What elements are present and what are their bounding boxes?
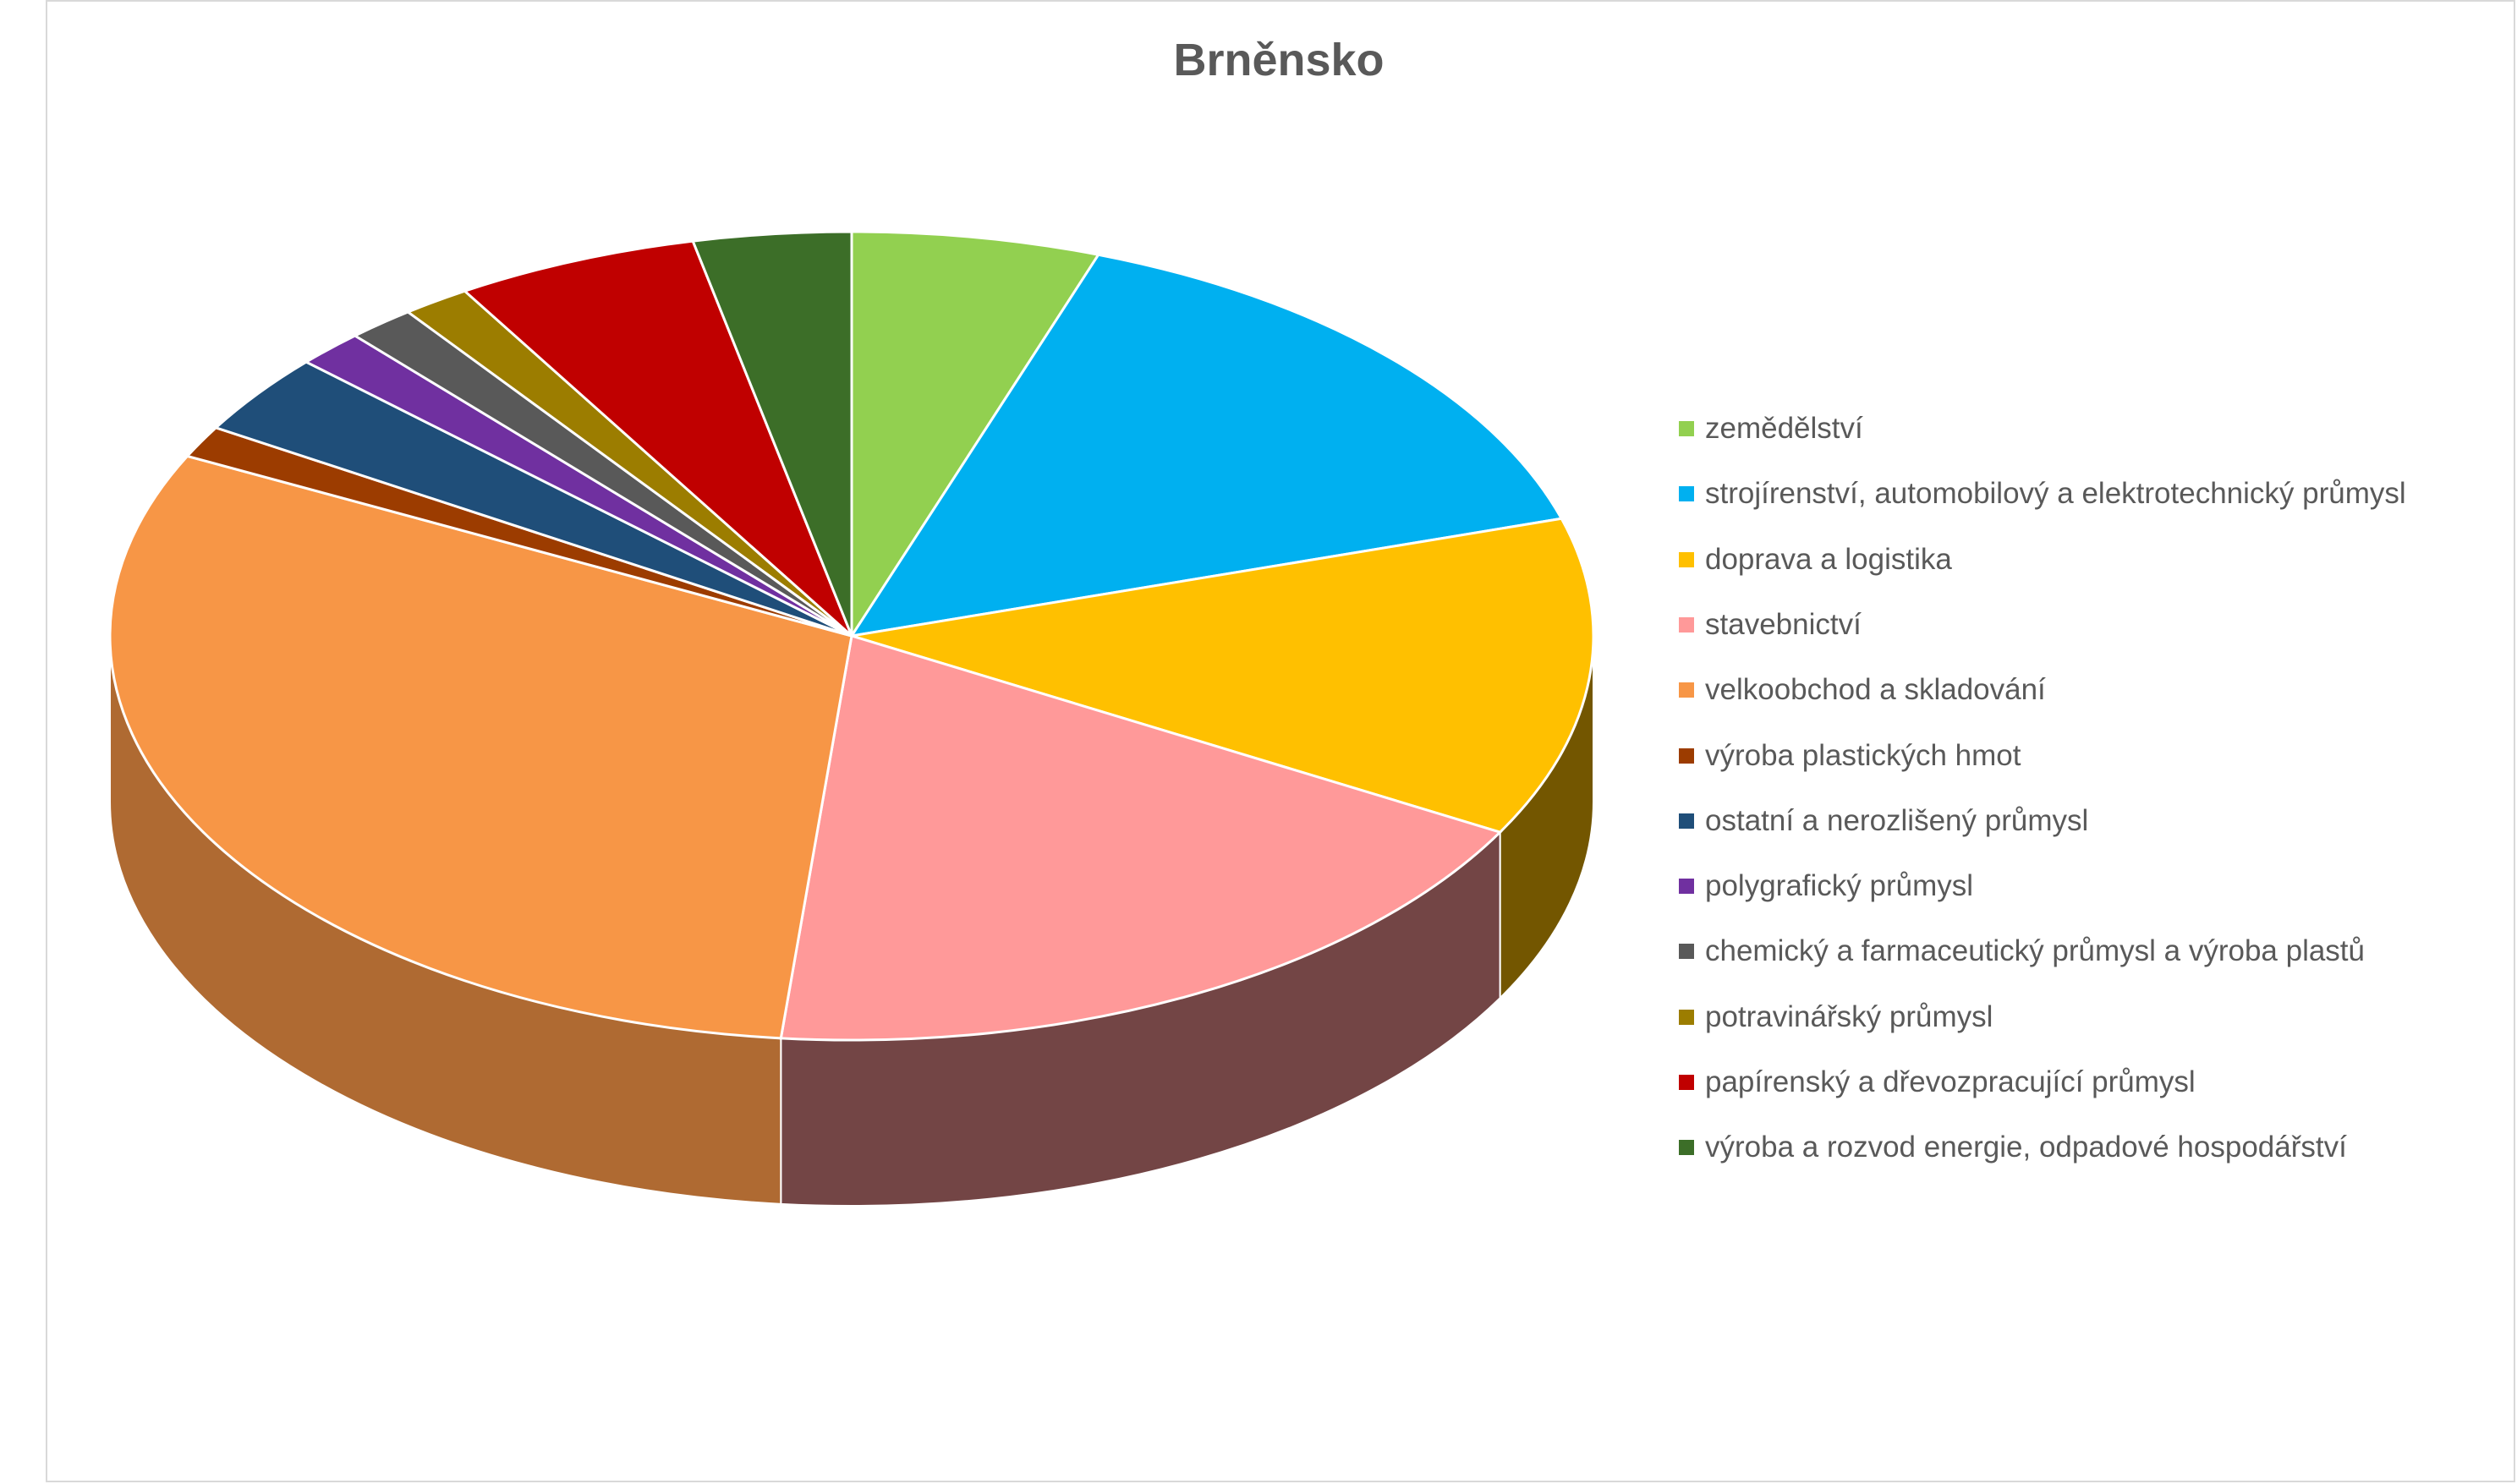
legend-swatch [1679, 1009, 1694, 1025]
legend-swatch [1679, 944, 1694, 960]
legend-label: zemědělství [1705, 412, 1863, 445]
pie-slice-12 [691, 230, 853, 637]
pie-slice-11 [462, 239, 853, 638]
legend-label: výroba plastických hmot [1705, 738, 2021, 772]
legend-swatch [1679, 551, 1694, 567]
legend-swatch [1679, 879, 1694, 895]
legend-label: polygrafický průmysl [1705, 869, 1974, 903]
legend-swatch [1679, 1075, 1694, 1090]
pie-slice-3 [851, 517, 1595, 834]
pie-slice-1 [850, 230, 1101, 641]
pie-slice-2 [848, 253, 1564, 638]
legend-swatch [1679, 616, 1694, 632]
legend-label: stavebnictví [1705, 607, 1862, 641]
legend-label: doprava a logistika [1705, 542, 1952, 576]
legend-label: potravinářský průmysl [1705, 999, 1993, 1033]
legend-label: strojírenství, automobilový a elektrotec… [1705, 477, 2406, 511]
legend-label: chemický a farmaceutický průmysl a výrob… [1705, 934, 2365, 968]
legend-label: výroba a rozvod energie, odpadové hospod… [1705, 1131, 2347, 1164]
legend-swatch [1679, 747, 1694, 764]
chart-title: Brněnsko [1173, 35, 1385, 85]
legend-swatch [1679, 682, 1694, 698]
legend-label: papírenský a dřevozpracující průmysl [1705, 1065, 2196, 1098]
legend-label: velkoobchod a skladování [1705, 673, 2046, 707]
legend-swatch [1679, 421, 1694, 436]
pie-top-faces [108, 230, 1595, 1042]
legend-swatch [1679, 486, 1694, 502]
legend-label: ostatní a nerozlišený průmysl [1705, 803, 2089, 837]
pie-slice-4 [779, 634, 1503, 1042]
pie-slice-5 [108, 454, 853, 1040]
legend-swatch [1679, 813, 1694, 829]
legend-swatch [1679, 1140, 1694, 1156]
